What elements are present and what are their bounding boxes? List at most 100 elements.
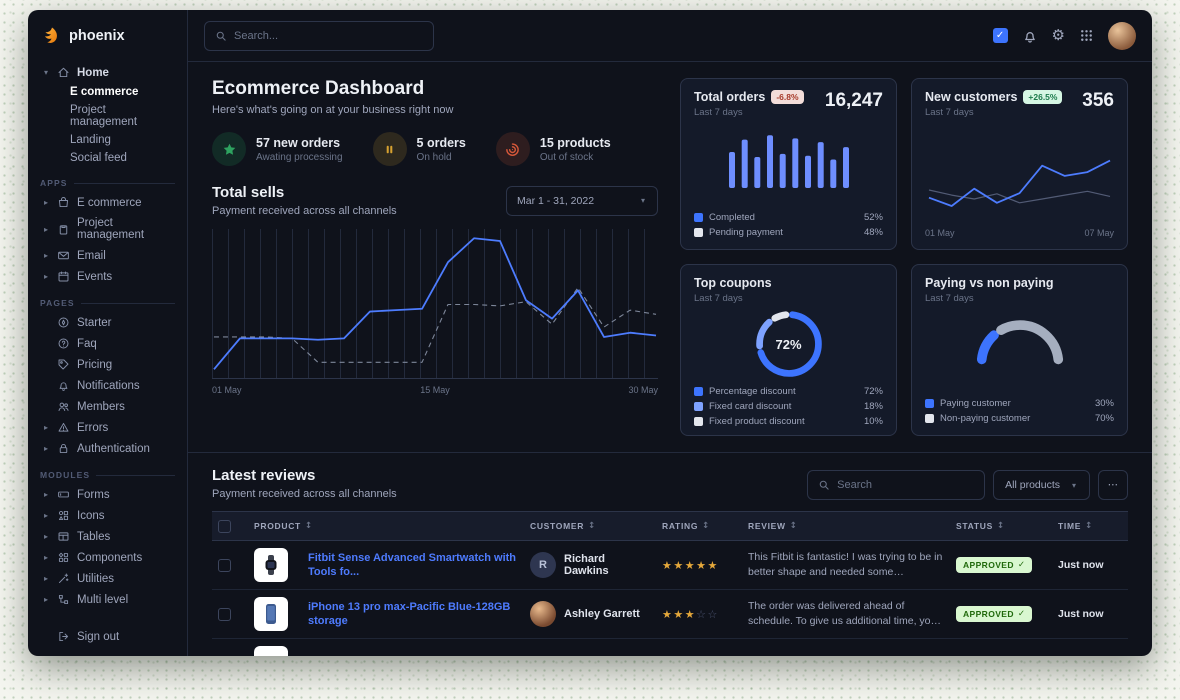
brand-logo[interactable]: phoenix [38,10,177,62]
table-icon [58,532,69,541]
product-thumbnail-smartwatch[interactable] [254,548,288,582]
column-header-review[interactable]: REVIEW ↕ [748,521,798,531]
sidebar-item-label: Utilities [77,572,115,585]
sidebar-item-apps-events[interactable]: ▸ Events [38,266,177,287]
caret-right-icon: ▸ [43,511,48,520]
sidebar-item-apps-email[interactable]: ▸ Email [38,245,177,266]
tree-icon [58,594,69,605]
column-header-customer[interactable]: CUSTOMER ↕ [530,521,596,531]
quick-stats: 57 new orders Awating processing 5 order… [212,132,658,166]
sign-out-button[interactable]: Sign out [38,626,177,647]
gear-icon[interactable]: ⚙ [1051,26,1065,44]
sort-icon: ↕ [702,521,710,531]
all-products-filter[interactable]: All products ▾ [993,470,1090,500]
user-avatar[interactable] [1108,21,1136,50]
legend-label: Fixed card discount [709,401,792,412]
search-icon [819,480,829,490]
sidebar-item-notifications[interactable]: Notifications [38,375,177,396]
global-search[interactable] [204,20,434,51]
sidebar-item-multi-level[interactable]: ▸ Multi level [38,589,177,610]
card-title: Total orders [694,90,766,104]
check-icon: ✓ [1017,560,1026,570]
review-text: The order was delivered ahead of schedul… [748,599,937,627]
theme-toggle-icon[interactable]: ✓ [992,28,1008,43]
legend-value: 70% [1094,413,1114,424]
sidebar-item-home[interactable]: ▾ Home [38,62,177,83]
reviews-search-input[interactable] [837,479,975,491]
legend-label: Paying customer [940,398,1011,409]
sidebar-item-label: Social feed [70,152,127,164]
sidebar-item-social-feed[interactable]: Social feed [38,149,177,167]
phoenix-logo-icon [44,27,57,43]
smartwatch-image [265,555,277,575]
customer-name: Richard Dawkins [564,553,609,577]
sidebar-item-utilities[interactable]: ▸ Utilities [38,568,177,589]
product-thumbnail-iphone[interactable] [254,597,288,631]
column-header-rating[interactable]: RATING ↕ [662,521,710,531]
stat-caption: Awating processing [256,151,343,163]
top-coupons-legend: Percentage discount 72% Fixed card discou… [694,386,883,427]
stat-new-orders: 57 new orders Awating processing [212,132,343,166]
sidebar-item-faq[interactable]: Faq [38,333,177,354]
app-window: phoenix ▾ Home E commerce Project manage… [28,10,1152,656]
row-checkbox[interactable] [218,558,231,572]
sidebar-item-icons[interactable]: ▸ Icons [38,505,177,526]
total-orders-legend: Completed 52% Pending payment 48% [694,212,883,238]
customer-avatar[interactable]: R [530,552,556,578]
reviews-search[interactable] [807,470,986,500]
select-all-checkbox[interactable] [218,519,231,533]
sidebar-item-label: Tables [77,530,111,543]
sidebar-item-project-management[interactable]: Project management [38,101,177,131]
status-badge: APPROVED ✓ [956,557,1033,573]
more-options-button[interactable]: ⋯ [1098,470,1128,500]
sidebar-item-label: Project management [70,104,138,128]
reviews-toolbar: All products ▾ ⋯ [807,470,1128,500]
latest-reviews-section: Latest reviews Payment received across a… [188,453,1152,656]
customer-avatar[interactable] [530,601,556,627]
sidebar-item-errors[interactable]: ▸ Errors [38,417,177,438]
reviews-table: PRODUCT ↕ CUSTOMER ↕ RATING ↕ REVIEW ↕ STATU… [212,511,1128,656]
column-header-time[interactable]: TIME ↕ [1058,521,1093,531]
legend-swatch [925,399,934,408]
sidebar-item-members[interactable]: Members [38,396,177,417]
column-header-product[interactable]: PRODUCT ↕ [254,521,313,531]
sidebar-item-tables[interactable]: ▸ Tables [38,526,177,547]
sort-icon: ↕ [1085,521,1093,531]
warning-icon [58,422,69,432]
grid-icon[interactable] [1079,28,1094,43]
legend-label: Percentage discount [709,386,796,397]
sidebar-item-apps-project-management[interactable]: ▸ Project management [38,213,177,245]
sidebar-item-starter[interactable]: Starter [38,312,177,333]
legend-value: 18% [863,401,883,412]
product-link[interactable]: iPhone 13 pro max-Pacific Blue-128GB sto… [308,600,511,627]
components-icon [58,552,69,563]
customer-cell: R Richard Dawkins [530,552,652,578]
sidebar-item-landing[interactable]: Landing [38,131,177,149]
review-text: This Fitbit is fantastic! I was trying t… [748,550,943,578]
total-sells-chart [212,229,658,379]
search-input[interactable] [234,29,423,42]
stat-title: 15 products [539,135,611,150]
sidebar-item-label: Icons [77,509,105,522]
iphone-image [266,604,276,624]
card-period: Last 7 days [694,107,743,118]
sidebar-item-apps-ecommerce[interactable]: ▸ E commerce [38,192,177,213]
bell-icon[interactable] [1022,28,1038,44]
stat-out-of-stock: 15 products Out of stock [495,132,611,166]
sidebar-item-ecommerce[interactable]: E commerce [38,83,177,101]
sidebar-item-label: Multi level [77,593,129,606]
sidebar-item-authentication[interactable]: ▸ Authentication [38,438,177,459]
product-thumbnail[interactable] [254,646,288,656]
sidebar-item-forms[interactable]: ▸ Forms [38,484,177,505]
sidebar-item-components[interactable]: ▸ Components [38,547,177,568]
column-header-status[interactable]: STATUS ↕ [956,521,1005,531]
page-content: Ecommerce Dashboard Here's what's going … [188,62,1152,656]
table-header-row: PRODUCT ↕ CUSTOMER ↕ RATING ↕ REVIEW ↕ STATU… [212,511,1128,541]
card-period: Last 7 days [925,293,974,304]
row-checkbox[interactable] [218,607,231,621]
product-link[interactable]: Fitbit Sense Advanced Smartwatch with To… [308,551,517,578]
sidebar-item-pricing[interactable]: Pricing [38,354,177,375]
date-range-select[interactable]: Mar 1 - 31, 2022 ▾ [506,185,658,216]
sidebar-item-label: Pricing [77,358,113,371]
